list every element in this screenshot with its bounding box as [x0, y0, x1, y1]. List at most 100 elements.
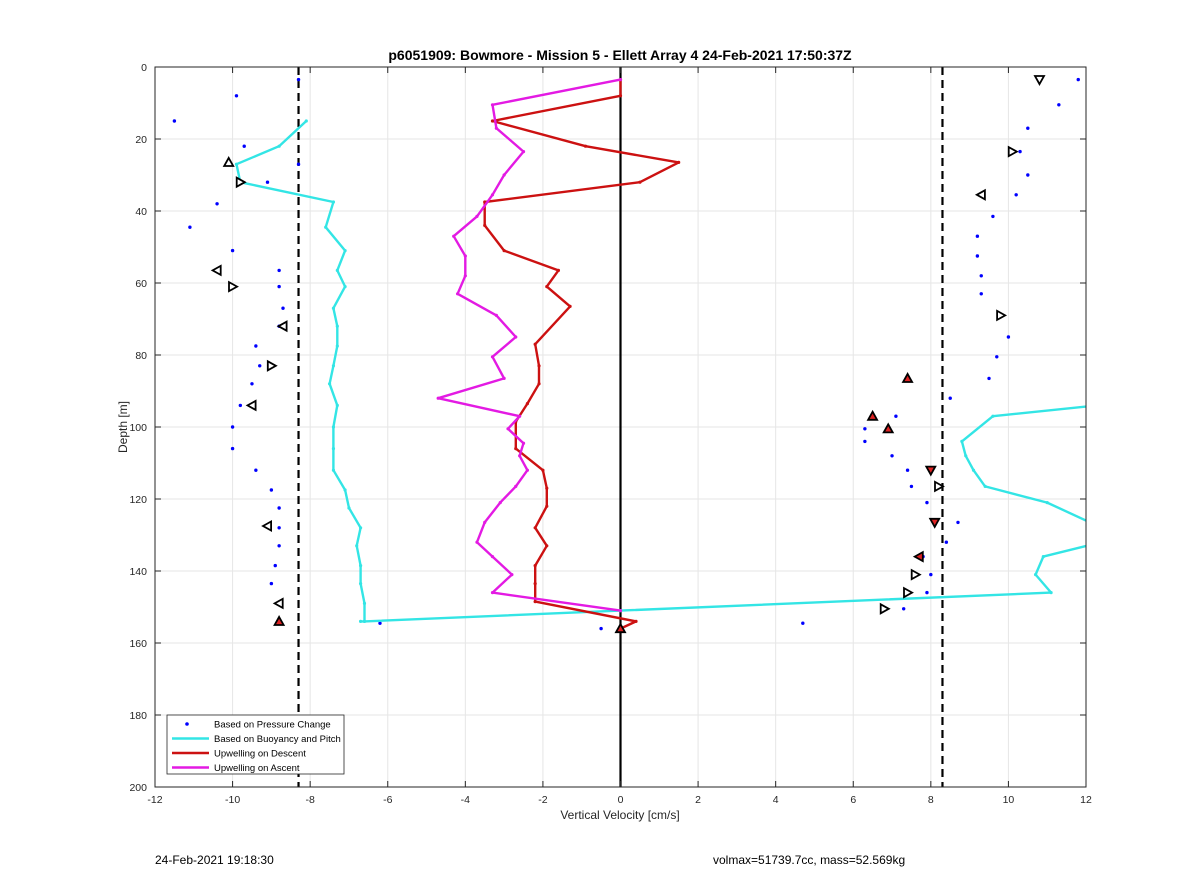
y-tick-label: 20 — [135, 134, 147, 146]
x-tick-label: -10 — [225, 794, 240, 806]
series-point-upwelling-on-descent — [533, 526, 537, 530]
series-point-based-on-buoyancy-and-pitch — [331, 468, 336, 472]
pressure-point — [230, 248, 235, 253]
series-point-based-on-buoyancy-and-pitch — [358, 526, 363, 530]
triangle-marker — [910, 568, 922, 581]
triangle-marker — [276, 320, 288, 333]
series-point-based-on-buoyancy-and-pitch — [355, 544, 359, 548]
x-tick-label: 0 — [618, 794, 624, 806]
series-point-upwelling-on-descent — [545, 544, 549, 548]
pressure-point — [277, 544, 281, 548]
triangle-marker — [879, 602, 891, 615]
pressure-point — [254, 344, 258, 348]
series-point-upwelling-on-descent — [537, 382, 541, 386]
footer-timestamp: 24-Feb-2021 19:18:30 — [155, 853, 274, 867]
y-tick-labels: 0 20 40 60 80 100 120 140 160 180 200 — [129, 62, 1086, 794]
series-point-upwelling-on-ascent — [475, 214, 479, 218]
pressure-point — [979, 274, 983, 278]
series-point-upwelling-on-descent — [568, 304, 572, 308]
triangle-marker — [924, 465, 937, 477]
series-point-upwelling-on-ascent — [490, 355, 495, 359]
y-tick-label: 60 — [135, 278, 147, 290]
x-axis-label: Vertical Velocity [cm/s] — [560, 808, 679, 822]
series-point-based-on-buoyancy-and-pitch — [358, 564, 363, 568]
series-point-upwelling-on-ascent — [525, 468, 530, 472]
triangle-marker — [903, 586, 914, 599]
series-point-based-on-buoyancy-and-pitch — [343, 249, 347, 253]
series-point-upwelling-on-descent — [618, 94, 623, 98]
series-point-upwelling-on-ascent — [490, 193, 495, 197]
y-tick-label: 180 — [129, 710, 147, 722]
series-point-based-on-buoyancy-and-pitch — [335, 344, 339, 348]
legend-box — [166, 714, 345, 775]
series-point-based-on-buoyancy-and-pitch — [1100, 541, 1103, 544]
pressure-point — [273, 563, 277, 568]
series-point-upwelling-on-descent — [525, 402, 530, 406]
series-point-upwelling-on-descent — [677, 160, 681, 164]
series-point-based-on-buoyancy-and-pitch — [358, 582, 363, 586]
pressure-point — [944, 540, 949, 544]
series-point-upwelling-on-ascent — [436, 396, 440, 400]
x-tick-label: 10 — [1003, 794, 1015, 806]
x-tick-label: 2 — [695, 794, 701, 806]
series-point-based-on-buoyancy-and-pitch — [304, 119, 308, 123]
series-line-upwelling-on-descent — [483, 79, 680, 630]
triangle-marker — [261, 519, 273, 533]
series-point-upwelling-on-ascent — [514, 335, 518, 339]
y-tick-label: 0 — [141, 62, 147, 74]
pressure-point — [242, 144, 246, 148]
pressure-point — [863, 439, 867, 444]
pressure-point — [258, 364, 262, 368]
series-point-upwelling-on-ascent — [490, 103, 495, 107]
series-point-based-on-buoyancy-and-pitch — [964, 454, 968, 458]
reference-lines — [297, 67, 944, 787]
pressure-point — [230, 446, 235, 451]
pressure-point — [265, 180, 270, 184]
pressure-point — [172, 119, 177, 123]
y-tick-label: 40 — [135, 206, 147, 218]
pressure-point — [995, 355, 999, 359]
series-point-upwelling-on-ascent — [494, 313, 498, 317]
pressure-point — [1018, 149, 1022, 154]
pressure-point — [230, 425, 235, 429]
series-point-upwelling-on-descent — [638, 180, 642, 184]
x-tick-label: -8 — [305, 794, 314, 806]
series-point-upwelling-on-ascent — [518, 454, 522, 458]
series-point-based-on-buoyancy-and-pitch — [331, 306, 336, 310]
pressure-point — [1014, 193, 1018, 197]
marker-layer — [210, 75, 1046, 634]
triangle-marker — [901, 372, 914, 383]
pressure-point — [1076, 77, 1080, 82]
pressure-point — [254, 468, 258, 472]
pressure-point — [188, 225, 192, 229]
pressure-point — [250, 382, 254, 386]
pressure-point — [801, 621, 805, 625]
series-point-upwelling-on-ascent — [455, 292, 460, 296]
series-point-upwelling-on-ascent — [506, 427, 510, 431]
series-point-based-on-buoyancy-and-pitch — [331, 364, 336, 368]
series-point-based-on-buoyancy-and-pitch — [362, 619, 367, 624]
triangle-marker — [272, 597, 284, 610]
pressure-point — [378, 621, 382, 625]
triangle-marker — [228, 280, 239, 293]
pressure-point — [975, 254, 980, 258]
legend-items: Based on Pressure Change Based on Buoyanc… — [172, 720, 341, 774]
series-point-based-on-buoyancy-and-pitch — [1041, 555, 1045, 559]
triangle-marker — [912, 550, 924, 563]
triangle-marker — [273, 615, 286, 626]
pressure-point — [269, 581, 274, 586]
series-point-upwelling-on-ascent — [618, 78, 623, 82]
triangle-marker — [235, 176, 247, 189]
triangle-marker — [1007, 145, 1019, 158]
pressure-point — [277, 526, 281, 530]
series-point-upwelling-on-ascent — [502, 376, 506, 380]
pressure-point — [1026, 126, 1030, 130]
series-point-based-on-buoyancy-and-pitch — [1033, 573, 1038, 577]
series-point-upwelling-on-descent — [514, 447, 518, 451]
pressure-point — [269, 488, 274, 492]
legend-label-based-on-pressure-change: Based on Pressure Change — [214, 720, 331, 731]
series-point-upwelling-on-descent — [533, 600, 537, 604]
triangle-marker — [928, 517, 941, 529]
pressure-point — [238, 403, 243, 408]
series-point-based-on-buoyancy-and-pitch — [331, 200, 336, 204]
